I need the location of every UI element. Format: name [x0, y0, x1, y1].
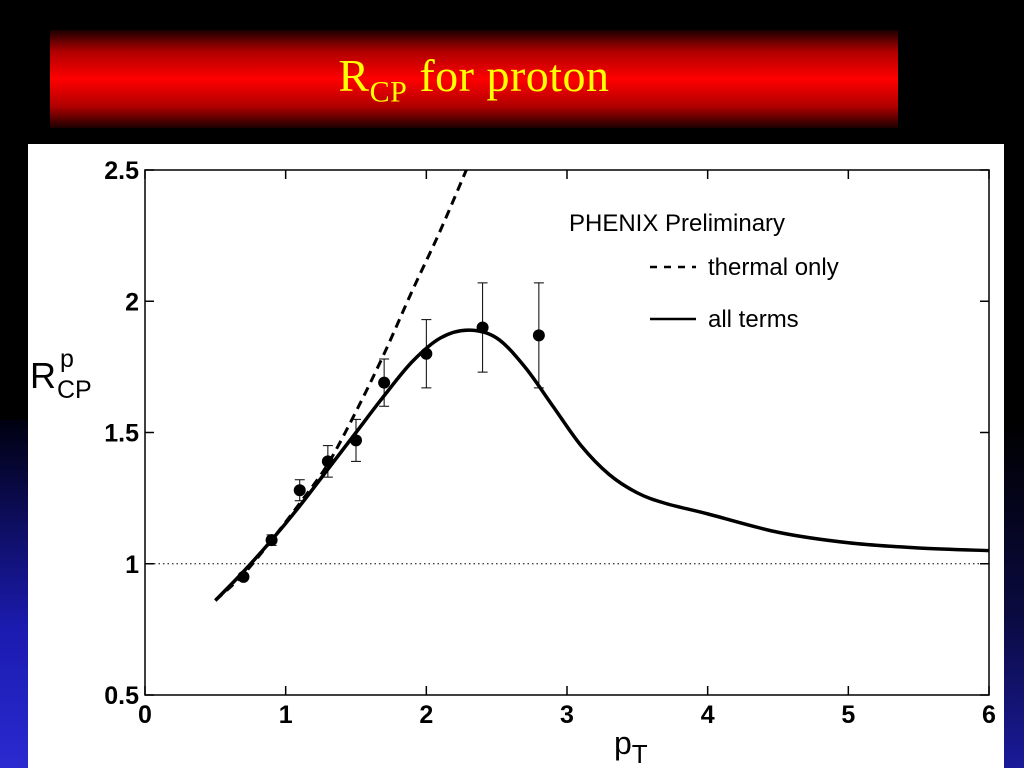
x-axis-label-main: p — [614, 725, 632, 761]
y-axis-label-subscript: CP — [57, 376, 92, 404]
x-tick-label: 0 — [138, 701, 152, 729]
slide-title-main: R — [338, 49, 370, 101]
y-axis-label: R — [30, 355, 56, 396]
series-line-thermal-only — [214, 170, 468, 602]
slide-edge-gradient — [0, 420, 28, 768]
data-point — [237, 570, 250, 583]
x-tick-label: 3 — [560, 701, 574, 729]
y-tick-label: 0.5 — [104, 682, 139, 710]
slide-title: RCP for proton — [338, 49, 609, 110]
data-point — [293, 484, 306, 497]
series-line-all-terms — [214, 328, 990, 602]
y-tick-label: 2.5 — [104, 157, 139, 185]
data-point — [476, 321, 489, 334]
series-layer — [214, 170, 990, 602]
annotation-phenix-preliminary: PHENIX Preliminary — [569, 210, 785, 237]
x-tick-label: 5 — [841, 701, 855, 729]
y-tick-label: 2 — [125, 288, 139, 316]
x-axis-label: pT — [614, 725, 648, 768]
x-tick-label: 2 — [419, 701, 433, 729]
y-tick-label: 1.5 — [104, 420, 139, 448]
x-tick-label: 4 — [701, 701, 715, 729]
slide-title-subscript: CP — [369, 75, 408, 109]
data-point — [532, 329, 545, 342]
data-point — [420, 347, 433, 360]
y-tick-label: 1 — [125, 551, 139, 579]
slide-title-rest: for proton — [407, 49, 610, 101]
legend-layer: PHENIX Preliminary thermal only all terms — [569, 210, 839, 333]
legend-label-thermal-only: thermal only — [708, 254, 839, 281]
x-tick-label: 6 — [982, 701, 996, 729]
data-point — [350, 434, 362, 447]
title-bar: RCP for proton — [50, 30, 898, 128]
x-axis-label-subscript: T — [632, 739, 648, 768]
data-point — [378, 376, 391, 389]
plot-frame — [144, 169, 990, 696]
axis-layer — [144, 169, 990, 696]
data-point — [265, 534, 278, 547]
data-point — [321, 455, 334, 468]
legend-label-all-terms: all terms — [708, 306, 799, 333]
y-axis-label-superscript: p — [60, 345, 74, 373]
x-tick-label: 1 — [279, 701, 293, 729]
